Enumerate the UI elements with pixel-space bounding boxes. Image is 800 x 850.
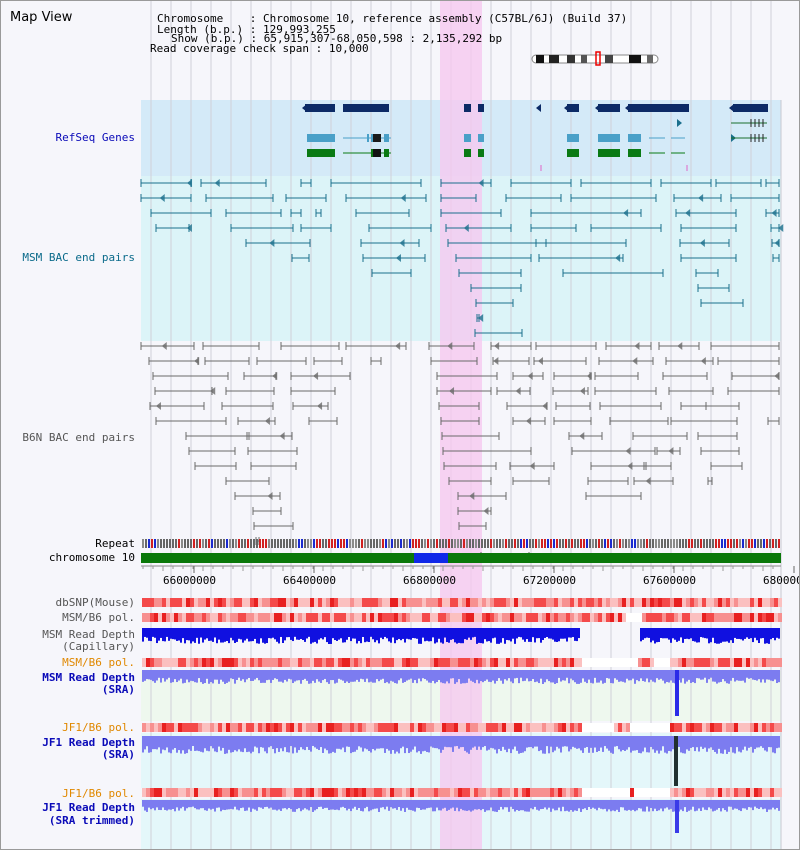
- track-label-msm-pol[interactable]: MSM/B6 pol.: [62, 611, 135, 624]
- b6n-bac-end-pairs-track[interactable]: [140, 342, 780, 560]
- show-label: Show (b.p.): [171, 32, 244, 45]
- axis-tick-label: 66000000: [163, 574, 216, 587]
- track-label-dbsnp[interactable]: dbSNP(Mouse): [55, 596, 135, 609]
- info-span: Read coverage check span : 10,000: [150, 42, 369, 55]
- highlight-region[interactable]: [440, 1, 482, 849]
- polymorphism-tracks[interactable]: [142, 598, 782, 797]
- show-value: 65,915,307-68,050,598 : 2,135,292 bp: [263, 32, 503, 45]
- track-label-jf1-pol[interactable]: JF1/B6 pol.: [62, 721, 135, 734]
- refseq-genes-track[interactable]: [302, 104, 768, 171]
- track-label-msm-bac[interactable]: MSM BAC end pairs: [22, 251, 135, 264]
- span-value: 10,000: [328, 42, 369, 55]
- chromosome-label: Chromosome: [157, 12, 224, 25]
- length-label: Length (b.p.): [157, 23, 244, 36]
- ideogram-position-marker: [595, 51, 601, 66]
- axis-tick-label: 66800000: [403, 574, 456, 587]
- repeat-track[interactable]: [142, 539, 780, 548]
- track-label-jf1-trim[interactable]: JF1 Read Depth: [42, 801, 135, 814]
- chromosome-ideogram[interactable]: [531, 51, 659, 66]
- track-label-jf1-pol-2[interactable]: JF1/B6 pol.: [62, 787, 135, 800]
- track-label-jf1-depth-sub: (SRA): [101, 748, 135, 761]
- track-label-msm-depth-sra[interactable]: MSM Read Depth: [42, 671, 135, 684]
- span-label: Read coverage check span: [150, 42, 309, 55]
- axis-tick-label: 66400000: [283, 574, 336, 587]
- track-label-b6n-bac[interactable]: B6N BAC end pairs: [22, 431, 135, 444]
- chromosome-track[interactable]: [141, 553, 781, 563]
- read-depth-tracks[interactable]: [142, 628, 780, 833]
- vertical-grid: [150, 1, 772, 849]
- axis-tick-label: 68000000: [763, 574, 799, 587]
- info-length: Length (b.p.) : 129,993,255: [157, 23, 336, 36]
- track-label-msm-depth-cap[interactable]: MSM Read Depth: [42, 628, 135, 641]
- track-label-msm-depth-cap-sub: (Capillary): [62, 640, 135, 653]
- axis-tick-label: 67600000: [643, 574, 696, 587]
- msm-bac-end-pairs-track[interactable]: [140, 179, 784, 337]
- track-label-refseq[interactable]: RefSeq Genes: [55, 131, 135, 144]
- track-label-jf1-depth[interactable]: JF1 Read Depth: [42, 736, 135, 749]
- axis-tick-label: 67200000: [523, 574, 576, 587]
- track-label-chromosome[interactable]: chromosome 10: [48, 551, 135, 564]
- track-label-msm-depth-sra-sub: (SRA): [101, 683, 135, 696]
- chromosome-value: Chromosome 10, reference assembly (C57BL…: [262, 12, 628, 25]
- page-title: Map View: [10, 10, 73, 25]
- length-value: 129,993,255: [262, 23, 336, 36]
- info-show: Show (b.p.) : 65,915,307-68,050,598 : 2,…: [171, 32, 503, 45]
- track-label-jf1-trim-sub: (SRA trimmed): [48, 814, 135, 827]
- info-chromosome: Chromosome : Chromosome 10, reference as…: [157, 12, 628, 25]
- axis-ticks: 66000000 66400000 66800000 67200000 67600000…: [142, 566, 799, 587]
- track-label-repeat[interactable]: Repeat: [95, 537, 135, 550]
- track-label-msm-pol-2[interactable]: MSM/B6 pol.: [62, 656, 135, 669]
